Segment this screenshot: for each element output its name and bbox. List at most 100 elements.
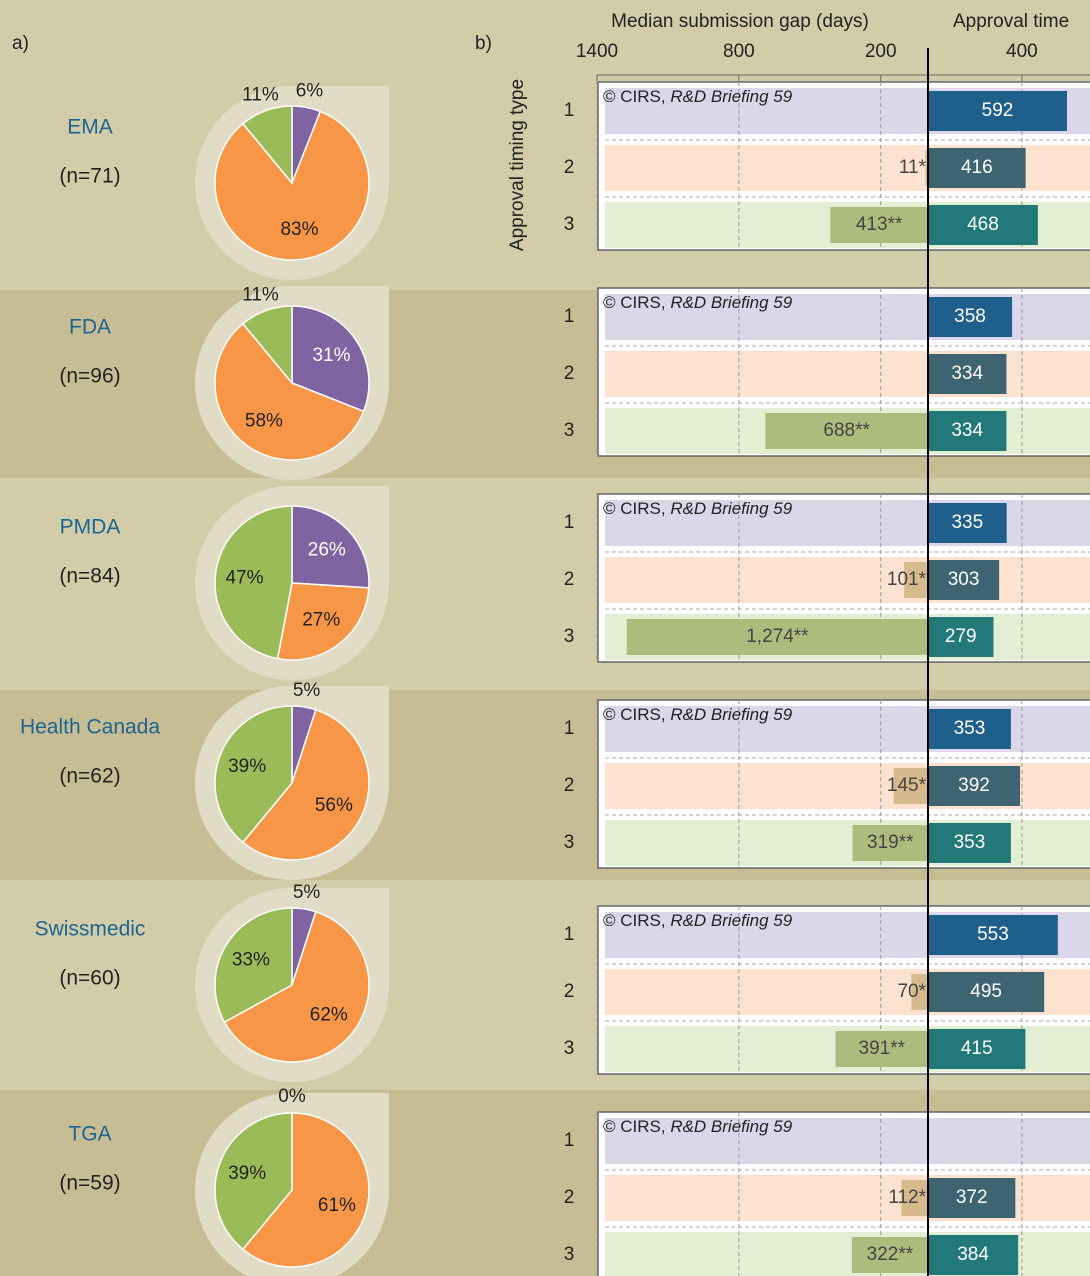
pie-label: 61% bbox=[318, 1195, 356, 1216]
pie-slice bbox=[214, 505, 293, 660]
approval-bar bbox=[928, 972, 1045, 1012]
gap-bar bbox=[765, 413, 928, 449]
y-tick-label: 1 bbox=[564, 1130, 575, 1151]
gap-label: 319** bbox=[867, 832, 914, 853]
source-title: R&D Briefing 59 bbox=[670, 705, 792, 724]
approval-bar bbox=[928, 354, 1007, 394]
y-tick-label: 1 bbox=[564, 924, 575, 945]
source-prefix: © CIRS, bbox=[603, 293, 670, 312]
y-axis-title: Approval timing type bbox=[507, 79, 528, 251]
gap-bar bbox=[904, 562, 928, 598]
pie-label: 11% bbox=[242, 85, 279, 106]
approval-bar bbox=[928, 297, 1013, 337]
pie-slice bbox=[214, 705, 293, 844]
row-background bbox=[605, 820, 1090, 866]
approval-label: 303 bbox=[948, 569, 980, 590]
source-title: R&D Briefing 59 bbox=[670, 1117, 792, 1136]
gap-bar bbox=[626, 619, 928, 655]
approval-label: 553 bbox=[977, 924, 1009, 945]
row-background bbox=[605, 1175, 1090, 1221]
approval-label: 495 bbox=[970, 981, 1002, 1002]
source-prefix: © CIRS, bbox=[603, 499, 670, 518]
row-background bbox=[605, 351, 1090, 397]
y-tick-label: 1 bbox=[564, 512, 575, 533]
agency-n: (n=96) bbox=[59, 365, 120, 388]
pie-slice bbox=[214, 322, 365, 461]
source-title: R&D Briefing 59 bbox=[670, 87, 792, 106]
approval-bar bbox=[928, 411, 1007, 451]
x2-axis-title: Approval time bbox=[953, 11, 1069, 32]
pie-slice bbox=[214, 1112, 293, 1251]
approval-label: 592 bbox=[982, 100, 1014, 121]
pie-label: 27% bbox=[302, 610, 340, 631]
agency-name: EMA bbox=[67, 116, 113, 139]
agency-n: (n=59) bbox=[59, 1172, 120, 1195]
approval-label: 335 bbox=[951, 512, 983, 533]
agency-name: PMDA bbox=[60, 516, 121, 539]
gap-label: 11* bbox=[899, 157, 927, 178]
approval-bar bbox=[928, 1029, 1026, 1069]
pie-label: 5% bbox=[293, 680, 321, 701]
pie-slice bbox=[241, 1112, 370, 1268]
pie-slice bbox=[276, 582, 370, 661]
y-tick-label: 1 bbox=[564, 100, 575, 121]
source-note: © CIRS, R&D Briefing 59 bbox=[603, 293, 793, 312]
y-tick-label: 2 bbox=[564, 157, 575, 178]
agency-n: (n=71) bbox=[59, 165, 120, 188]
pie-label: 62% bbox=[310, 1004, 348, 1025]
row-background bbox=[605, 1118, 1090, 1164]
y-tick-label: 3 bbox=[564, 1244, 575, 1265]
pie-label: 39% bbox=[228, 1163, 266, 1184]
gap-bar bbox=[852, 825, 928, 861]
source-note: © CIRS, R&D Briefing 59 bbox=[603, 911, 793, 930]
source-note: © CIRS, R&D Briefing 59 bbox=[603, 1117, 793, 1136]
y-tick-label: 2 bbox=[564, 1187, 575, 1208]
agency-name: Health Canada bbox=[20, 716, 160, 739]
approval-label: 468 bbox=[967, 214, 999, 235]
pie-label: 83% bbox=[280, 219, 318, 240]
source-prefix: © CIRS, bbox=[603, 87, 670, 106]
y-tick-label: 3 bbox=[564, 626, 575, 647]
pie-slice bbox=[214, 110, 370, 261]
agency-n: (n=60) bbox=[59, 967, 120, 990]
source-title: R&D Briefing 59 bbox=[670, 293, 792, 312]
approval-bar bbox=[928, 503, 1007, 543]
gap-label: 112* bbox=[888, 1187, 926, 1208]
source-prefix: © CIRS, bbox=[603, 911, 670, 930]
approval-label: 415 bbox=[961, 1038, 993, 1059]
x-axis-title: Median submission gap (days) bbox=[611, 11, 869, 32]
source-prefix: © CIRS, bbox=[603, 1117, 670, 1136]
source-note: © CIRS, R&D Briefing 59 bbox=[603, 499, 793, 518]
approval-label: 334 bbox=[951, 420, 983, 441]
approval-label: 353 bbox=[954, 718, 986, 739]
pie-label: 26% bbox=[308, 539, 346, 560]
gap-bar bbox=[911, 974, 928, 1010]
y-tick-label: 1 bbox=[564, 306, 575, 327]
y-tick-label: 2 bbox=[564, 569, 575, 590]
approval-label: 392 bbox=[958, 775, 990, 796]
gap-label: 413** bbox=[856, 214, 903, 235]
row-background bbox=[605, 500, 1090, 546]
pie-label: 5% bbox=[293, 882, 321, 903]
approval-bar bbox=[928, 915, 1058, 955]
panel-label: b) bbox=[475, 33, 492, 54]
pie-label: 58% bbox=[245, 411, 283, 432]
source-note: © CIRS, R&D Briefing 59 bbox=[603, 87, 793, 106]
gap-label: 145* bbox=[887, 775, 927, 796]
y-tick-label: 1 bbox=[564, 718, 575, 739]
approval-bar bbox=[928, 1178, 1016, 1218]
gap-bar bbox=[925, 150, 928, 186]
agency-name: TGA bbox=[68, 1123, 111, 1146]
y-tick-label: 3 bbox=[564, 420, 575, 441]
pie-slice bbox=[214, 907, 293, 1024]
approval-label: 358 bbox=[954, 306, 986, 327]
approval-bar bbox=[928, 617, 994, 657]
x-tick-label: 200 bbox=[865, 41, 897, 62]
pie-label: 56% bbox=[315, 795, 353, 816]
pie-label: 47% bbox=[225, 568, 263, 589]
approval-bar bbox=[928, 709, 1011, 749]
y-tick-label: 3 bbox=[564, 832, 575, 853]
y-tick-label: 3 bbox=[564, 214, 575, 235]
x-tick-label: 1400 bbox=[576, 41, 618, 62]
